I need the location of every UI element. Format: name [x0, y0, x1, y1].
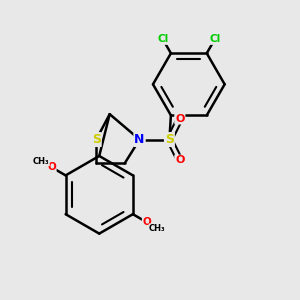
Text: O: O	[143, 218, 152, 227]
Text: O: O	[175, 155, 184, 166]
Text: CH₃: CH₃	[149, 224, 166, 233]
Text: Cl: Cl	[209, 34, 220, 44]
Text: CH₃: CH₃	[33, 157, 50, 166]
Text: Cl: Cl	[157, 34, 168, 44]
Text: N: N	[134, 133, 145, 146]
Text: S: S	[165, 133, 174, 146]
Text: O: O	[47, 162, 56, 172]
Text: S: S	[92, 133, 101, 146]
Text: O: O	[175, 114, 184, 124]
